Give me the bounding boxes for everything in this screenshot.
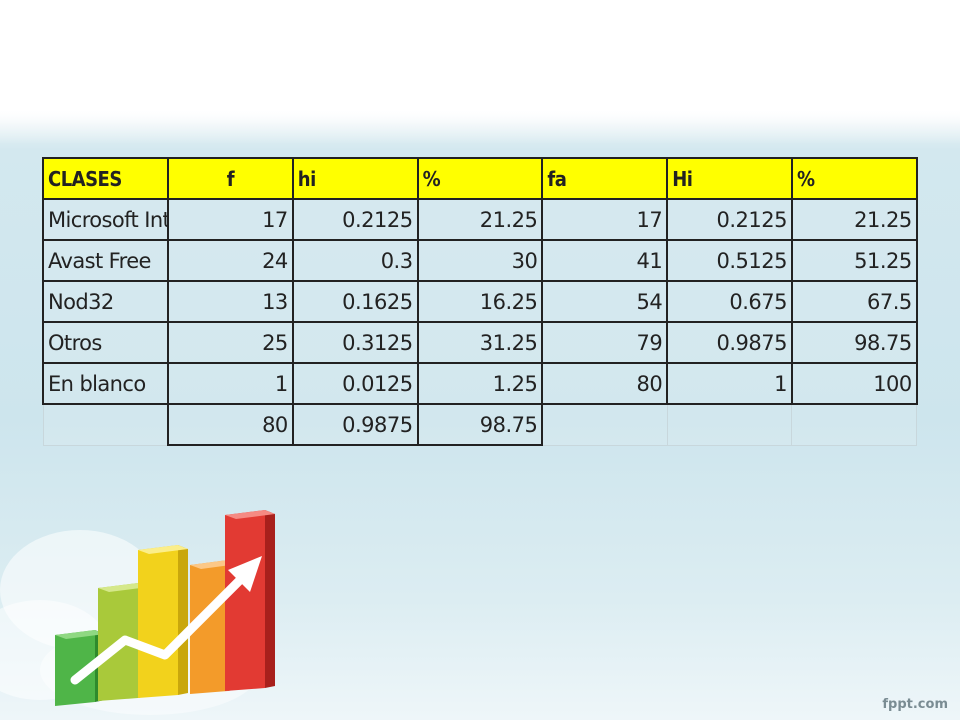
table-cell: 51.25 (790, 239, 918, 282)
table-cell: 17 (541, 198, 669, 241)
table-cell: Microsoft Int (42, 198, 169, 241)
totals-cell: 80 (167, 403, 294, 446)
table-row: Avast Free 24 0.3 30 41 0.5125 51.25 (42, 239, 918, 282)
totals-cell: 0.9875 (291, 403, 419, 446)
table-cell: 21.25 (790, 198, 918, 241)
background-haze (0, 104, 960, 144)
table-cell: 80 (541, 362, 669, 405)
table-cell: 0.675 (666, 280, 793, 323)
table-cell: 0.9875 (666, 321, 793, 364)
header-Hi: Hi (666, 157, 793, 200)
table-row: Microsoft Int 17 0.2125 21.25 17 0.2125 … (42, 198, 918, 241)
table-cell: En blanco (42, 362, 169, 405)
totals-cell-empty (791, 403, 918, 446)
header-fa: fa (541, 157, 669, 200)
table-cell: Avast Free (42, 239, 169, 282)
header-hi: hi (291, 157, 419, 200)
header-clases: CLASES (42, 157, 169, 200)
table-cell: 79 (541, 321, 669, 364)
table-cell: 0.3125 (291, 321, 419, 364)
totals-cell-empty (541, 403, 668, 446)
totals-cell-empty (42, 403, 169, 446)
table-cell: 13 (167, 280, 294, 323)
table-cell: 0.2125 (291, 198, 419, 241)
table-cell: 16.25 (416, 280, 544, 323)
table-cell: 0.5125 (666, 239, 793, 282)
table-cell: 0.2125 (666, 198, 793, 241)
table-cell: 41 (541, 239, 669, 282)
table-cell: 98.75 (790, 321, 918, 364)
table-header-row: CLASES f hi % fa Hi % (42, 157, 918, 200)
watermark: fppt.com (882, 697, 948, 712)
table-cell: 30 (416, 239, 544, 282)
table-cell: 1.25 (416, 362, 544, 405)
header-cumulative-percent: % (790, 157, 918, 200)
bar-chart-arrow-icon (0, 510, 275, 715)
table-row: Otros 25 0.3125 31.25 79 0.9875 98.75 (42, 321, 918, 364)
table-cell: 24 (167, 239, 294, 282)
table-cell: 0.1625 (291, 280, 419, 323)
table-cell: Otros (42, 321, 169, 364)
table-cell: 25 (167, 321, 294, 364)
table-row: Nod32 13 0.1625 16.25 54 0.675 67.5 (42, 280, 918, 323)
frequency-table: CLASES f hi % fa Hi % Microsoft Int 17 0… (42, 157, 918, 446)
header-f: f (167, 157, 294, 200)
table-row: En blanco 1 0.0125 1.25 80 1 100 (42, 362, 918, 405)
header-percent: % (416, 157, 544, 200)
totals-cell: 98.75 (416, 403, 544, 446)
table-cell: Nod32 (42, 280, 169, 323)
table-cell: 67.5 (790, 280, 918, 323)
totals-row: 80 0.9875 98.75 (42, 403, 918, 446)
table-cell: 17 (167, 198, 294, 241)
table-cell: 1 (167, 362, 294, 405)
table-cell: 21.25 (416, 198, 544, 241)
table-cell: 100 (790, 362, 918, 405)
table-cell: 31.25 (416, 321, 544, 364)
table-cell: 1 (666, 362, 793, 405)
totals-cell-empty (666, 403, 793, 446)
table-cell: 54 (541, 280, 669, 323)
table-cell: 0.3 (291, 239, 419, 282)
table-cell: 0.0125 (291, 362, 419, 405)
